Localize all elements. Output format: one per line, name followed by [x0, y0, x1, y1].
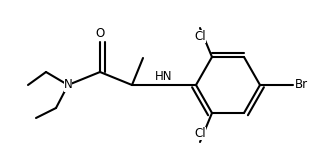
- Text: O: O: [95, 27, 105, 40]
- Text: Cl: Cl: [194, 127, 206, 140]
- Text: Cl: Cl: [194, 30, 206, 43]
- Text: HN: HN: [155, 70, 173, 83]
- Text: Br: Br: [295, 78, 308, 91]
- Text: N: N: [64, 78, 72, 91]
